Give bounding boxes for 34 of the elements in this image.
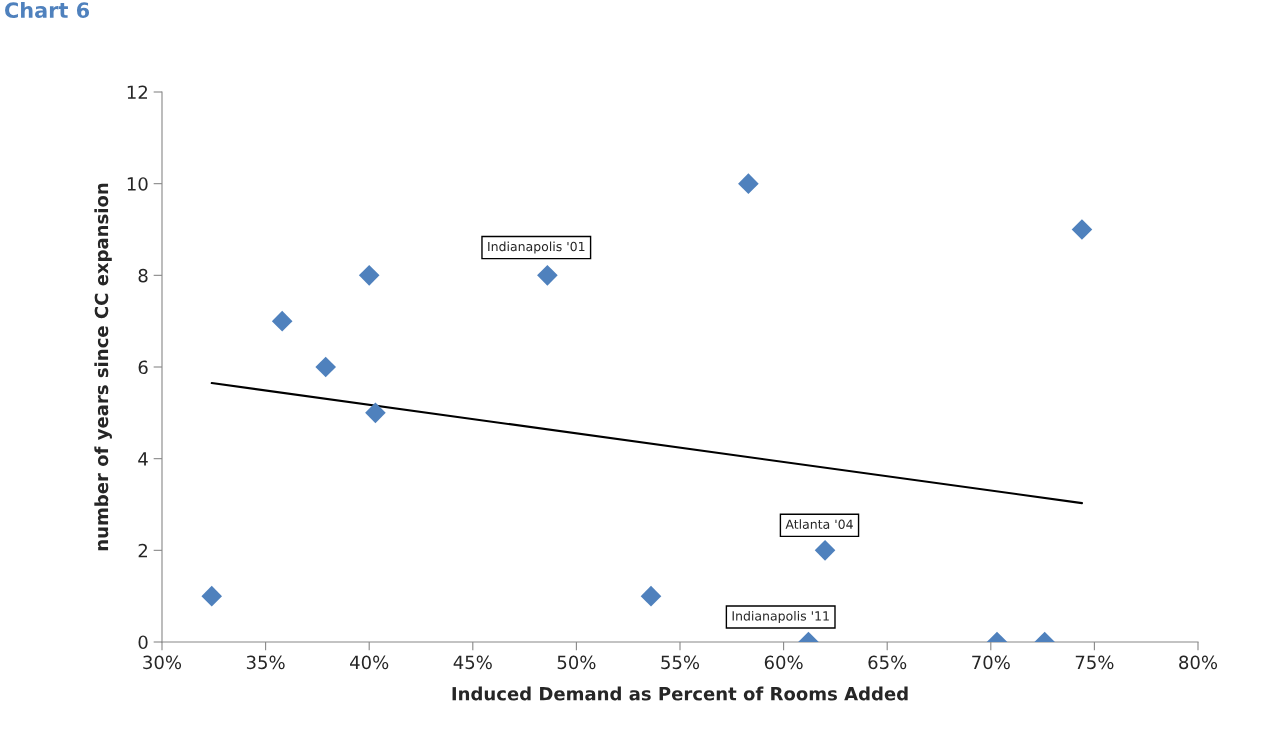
y-tick-label: 10 — [127, 177, 148, 191]
y-tick-label: 4 — [138, 452, 148, 466]
point — [365, 402, 386, 424]
x-tick-label: 80% — [1179, 655, 1218, 670]
point — [640, 585, 662, 607]
x-axis-title: Induced Demand as Percent of Rooms Added — [452, 686, 908, 701]
point — [358, 265, 380, 286]
y-tick-label: 6 — [138, 360, 148, 375]
annotation: Indianapolis '11 — [732, 610, 829, 624]
point — [814, 540, 836, 561]
y-tick-label: 8 — [138, 268, 148, 283]
x-tick-label: 45% — [453, 655, 492, 670]
x-tick-label: 65% — [868, 655, 907, 670]
x-tick-label: 55% — [661, 655, 700, 670]
point — [1071, 219, 1093, 240]
x-tick-label: 75% — [1075, 655, 1114, 670]
y-tick-label: 0 — [138, 635, 148, 650]
y-tick-label: 2 — [138, 543, 147, 558]
y-axis-title: number of years since CC expansion — [94, 183, 112, 551]
x-tick-label: 40% — [350, 655, 389, 670]
point — [537, 265, 558, 286]
x-tick-label: 60% — [764, 655, 803, 670]
y-tick-label: 12 — [127, 85, 147, 99]
x-tick-label: 30% — [143, 655, 182, 670]
point — [315, 356, 336, 378]
annotation: Indianapolis '01 — [488, 241, 585, 254]
x-tick-label: 35% — [246, 655, 285, 670]
x-tick-label: 70% — [972, 655, 1010, 670]
point — [201, 585, 223, 607]
chart-title: Chart 6 — [5, 1, 90, 19]
point — [271, 310, 293, 332]
x-tick-label: 50% — [557, 655, 596, 670]
point — [738, 173, 759, 194]
annotation: Atlanta '04 — [785, 519, 853, 529]
